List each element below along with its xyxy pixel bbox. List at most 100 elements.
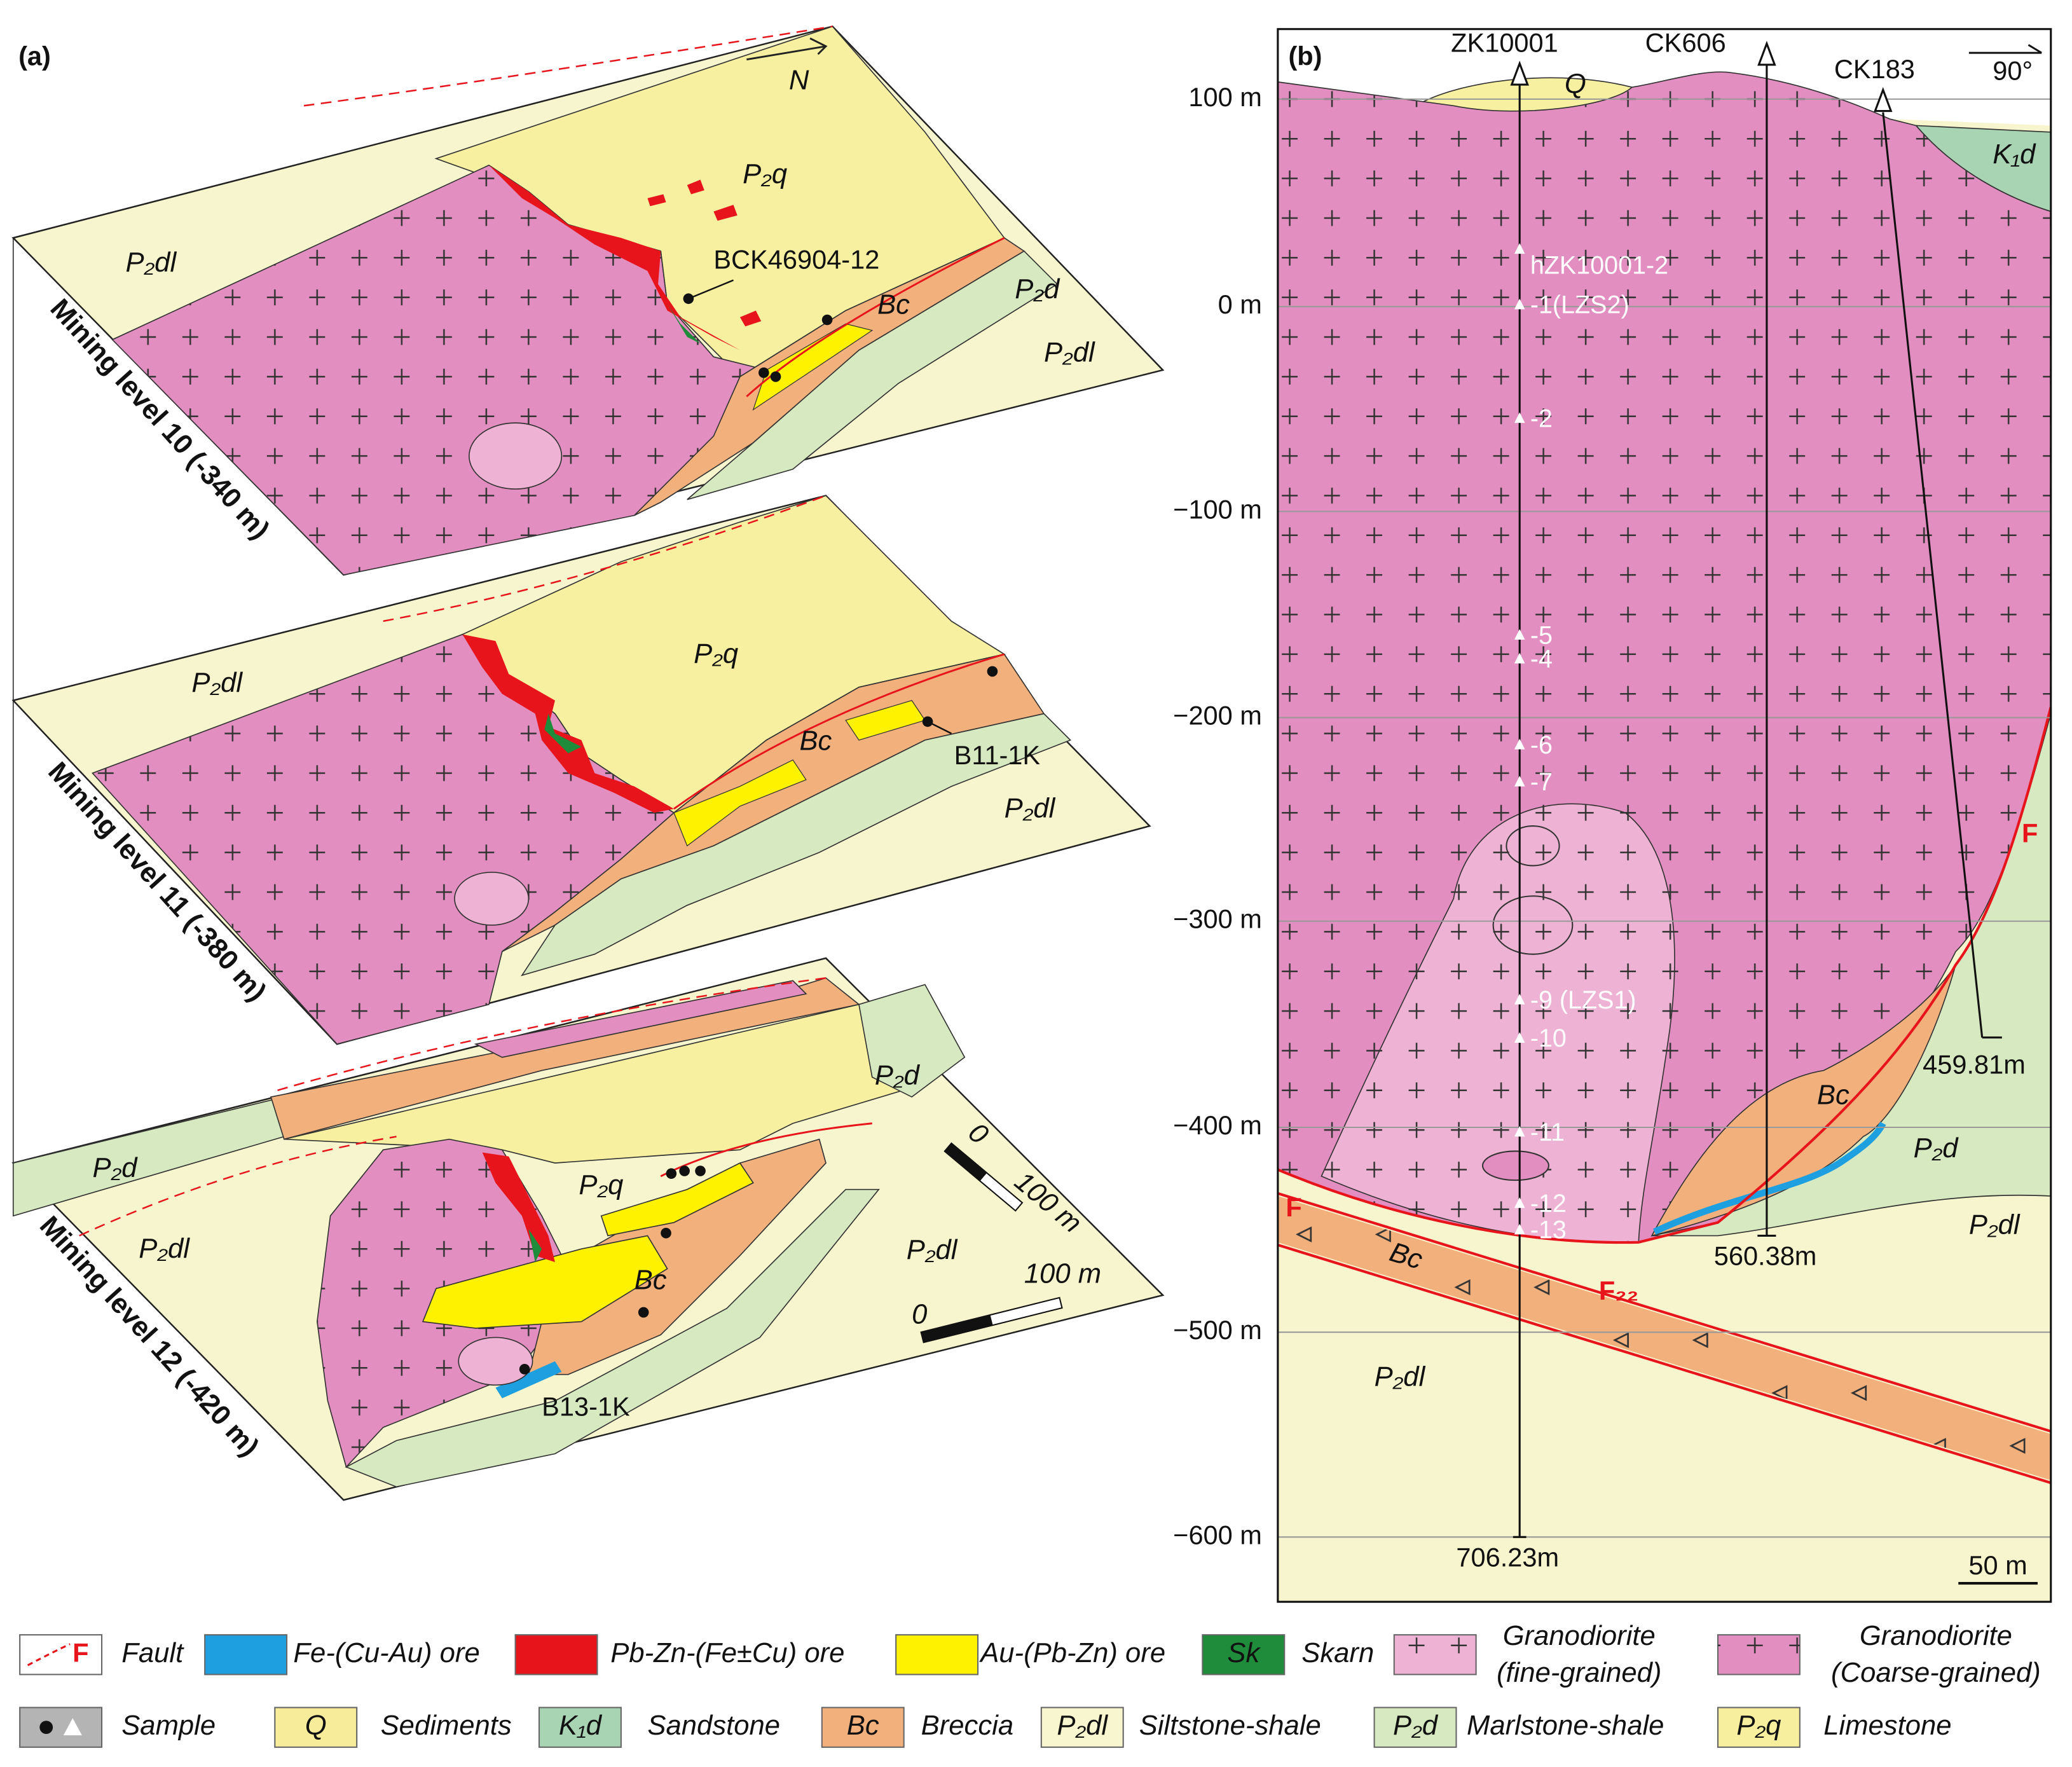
unit-label: Bc: [635, 1265, 667, 1296]
geo-path: [673, 653, 1005, 810]
panel-label: (b): [1288, 41, 1322, 71]
geo-path: [1277, 1196, 2051, 1480]
drillhole-name: CK183: [1834, 54, 1915, 84]
geo-circle: [695, 1165, 706, 1176]
legend-label: Sandstone: [647, 1710, 780, 1741]
legend-label: Breccia: [921, 1710, 1013, 1741]
unit-label: Bc: [1817, 1080, 1849, 1111]
scale-bar: [920, 1296, 1063, 1344]
sample-label: -2: [1530, 404, 1553, 432]
scale-bar: [943, 1142, 1024, 1212]
sample-marker: [1514, 412, 1525, 423]
geo-path: [528, 1229, 542, 1262]
geo-polygon: [1874, 86, 1893, 113]
legend-label: Au-(Pb-Zn) ore: [978, 1637, 1165, 1668]
legend-symbol: P₂d: [1393, 1710, 1439, 1741]
panel-a: (a) N Mining level 10 (-340 m) P₂dl P₂q …: [11, 25, 1165, 1501]
drill-holes: [1510, 41, 2002, 1538]
geo-rect: [944, 1143, 987, 1181]
geo-circle: [519, 1364, 530, 1375]
sample-label: -4: [1530, 645, 1553, 673]
drillhole-name: ZK10001: [1451, 28, 1558, 58]
geo-path: [647, 179, 762, 327]
sample-marker: [1514, 1197, 1525, 1208]
sample-label: -11: [1530, 1118, 1565, 1146]
depth-label: −600 m: [1173, 1520, 1262, 1550]
geo-circle: [666, 1168, 677, 1179]
sample-label: -6: [1530, 731, 1553, 759]
geo-ellipse: [1492, 895, 1574, 955]
geo-path: [1321, 804, 1675, 1243]
geo-polygon: [600, 1162, 754, 1237]
legend-swatch: [514, 1634, 598, 1675]
legend-label: Granodiorite: [1503, 1620, 1656, 1651]
legend-label: Granodiorite: [1860, 1620, 2012, 1651]
legend-label: Skarn: [1301, 1637, 1374, 1668]
sample-marker: [1514, 1223, 1525, 1235]
depth-label: −500 m: [1173, 1315, 1262, 1345]
scale-label: 50 m: [1968, 1550, 2027, 1580]
legend-swatch: [895, 1634, 979, 1675]
geo-polygon: [858, 984, 966, 1098]
geo-polygon: [112, 165, 767, 575]
drillhole-name: CK606: [1645, 28, 1726, 58]
geo-circle: [638, 1307, 649, 1318]
geo-circle: [758, 367, 769, 378]
legend-symbol: Sk: [1227, 1637, 1261, 1668]
sample-label: -12: [1530, 1190, 1567, 1218]
unit-label: P₂d: [92, 1152, 138, 1183]
depth-labels: 100 m 0 m −100 m −200 m −300 m −400 m −5…: [1173, 82, 1262, 1550]
frame: [1277, 28, 2052, 1603]
geo-circle: [679, 1165, 690, 1176]
depth-label: −100 m: [1173, 494, 1262, 524]
drillhole-depth: 560.38m: [1714, 1241, 1817, 1271]
geo-polygon: [345, 1188, 880, 1488]
legend-symbol: F: [72, 1637, 88, 1667]
fault-label: F: [1286, 1192, 1301, 1222]
sample-marker: [1514, 994, 1525, 1005]
geo-polygon: [474, 980, 807, 1058]
sample-marker: [1514, 298, 1525, 310]
depth-label: −300 m: [1173, 904, 1262, 934]
legend-symbol: K₁d: [559, 1710, 603, 1741]
geo-path: [927, 720, 952, 734]
legend-label: Fault: [121, 1637, 184, 1668]
sample-label: B13-1K: [542, 1392, 630, 1422]
geo-polygon: [422, 1235, 668, 1329]
legend-swatch: [1717, 1707, 1801, 1748]
geo-rect: [921, 1315, 993, 1343]
sample-label: -9 (LZS1): [1530, 986, 1636, 1014]
legend: F Fault Fe-(Cu-Au) ore Pb-Zn-(Fe±Cu) ore Au-…: [19, 1620, 2041, 1748]
legend-swatch-pattern: [1717, 1635, 1800, 1675]
unit-label: P₂dl: [1044, 337, 1095, 368]
sample-marker: [1514, 1032, 1525, 1043]
legend-fault-line: [27, 1643, 71, 1667]
legend-triangle: [63, 1718, 82, 1736]
unit-label: Bc: [799, 725, 832, 757]
unit-label: Q: [1565, 69, 1586, 100]
geo-polygon: [1510, 60, 1529, 86]
sample-marker: [1514, 1125, 1525, 1137]
sample-label: -10: [1530, 1024, 1567, 1052]
sample-label: hZK10001-2: [1530, 251, 1668, 279]
sample-label: -7: [1530, 768, 1553, 796]
geo-polygon: [687, 250, 1059, 500]
depth-label: −200 m: [1173, 701, 1262, 731]
legend-symbol: Bc: [847, 1710, 879, 1741]
orientation: 90°: [1993, 55, 2033, 85]
geo-path: [495, 1361, 562, 1399]
legend-symbol: Q: [305, 1710, 327, 1741]
unit-label: P₂dl: [191, 667, 243, 698]
sample-marker: [1514, 629, 1525, 640]
panel-label: (a): [18, 41, 51, 71]
geo-polygon: [92, 634, 675, 1045]
samples: hZK10001-2 -1(LZS2) -2 -5-4 -6 -7 -9 (LZS1) -10…: [1514, 243, 1668, 1244]
geo-path: [746, 237, 1005, 397]
geo-path: [303, 25, 833, 107]
geo-ellipse: [1481, 1150, 1549, 1181]
sample-label: -5: [1530, 621, 1553, 649]
unit-label: P₂dl: [1969, 1209, 2021, 1240]
level-10: N Mining level 10 (-340 m) P₂dl P₂q P₂d …: [11, 25, 1165, 576]
legend-label: Marlstone-shale: [1467, 1710, 1664, 1741]
sample-marker: [1514, 776, 1525, 787]
